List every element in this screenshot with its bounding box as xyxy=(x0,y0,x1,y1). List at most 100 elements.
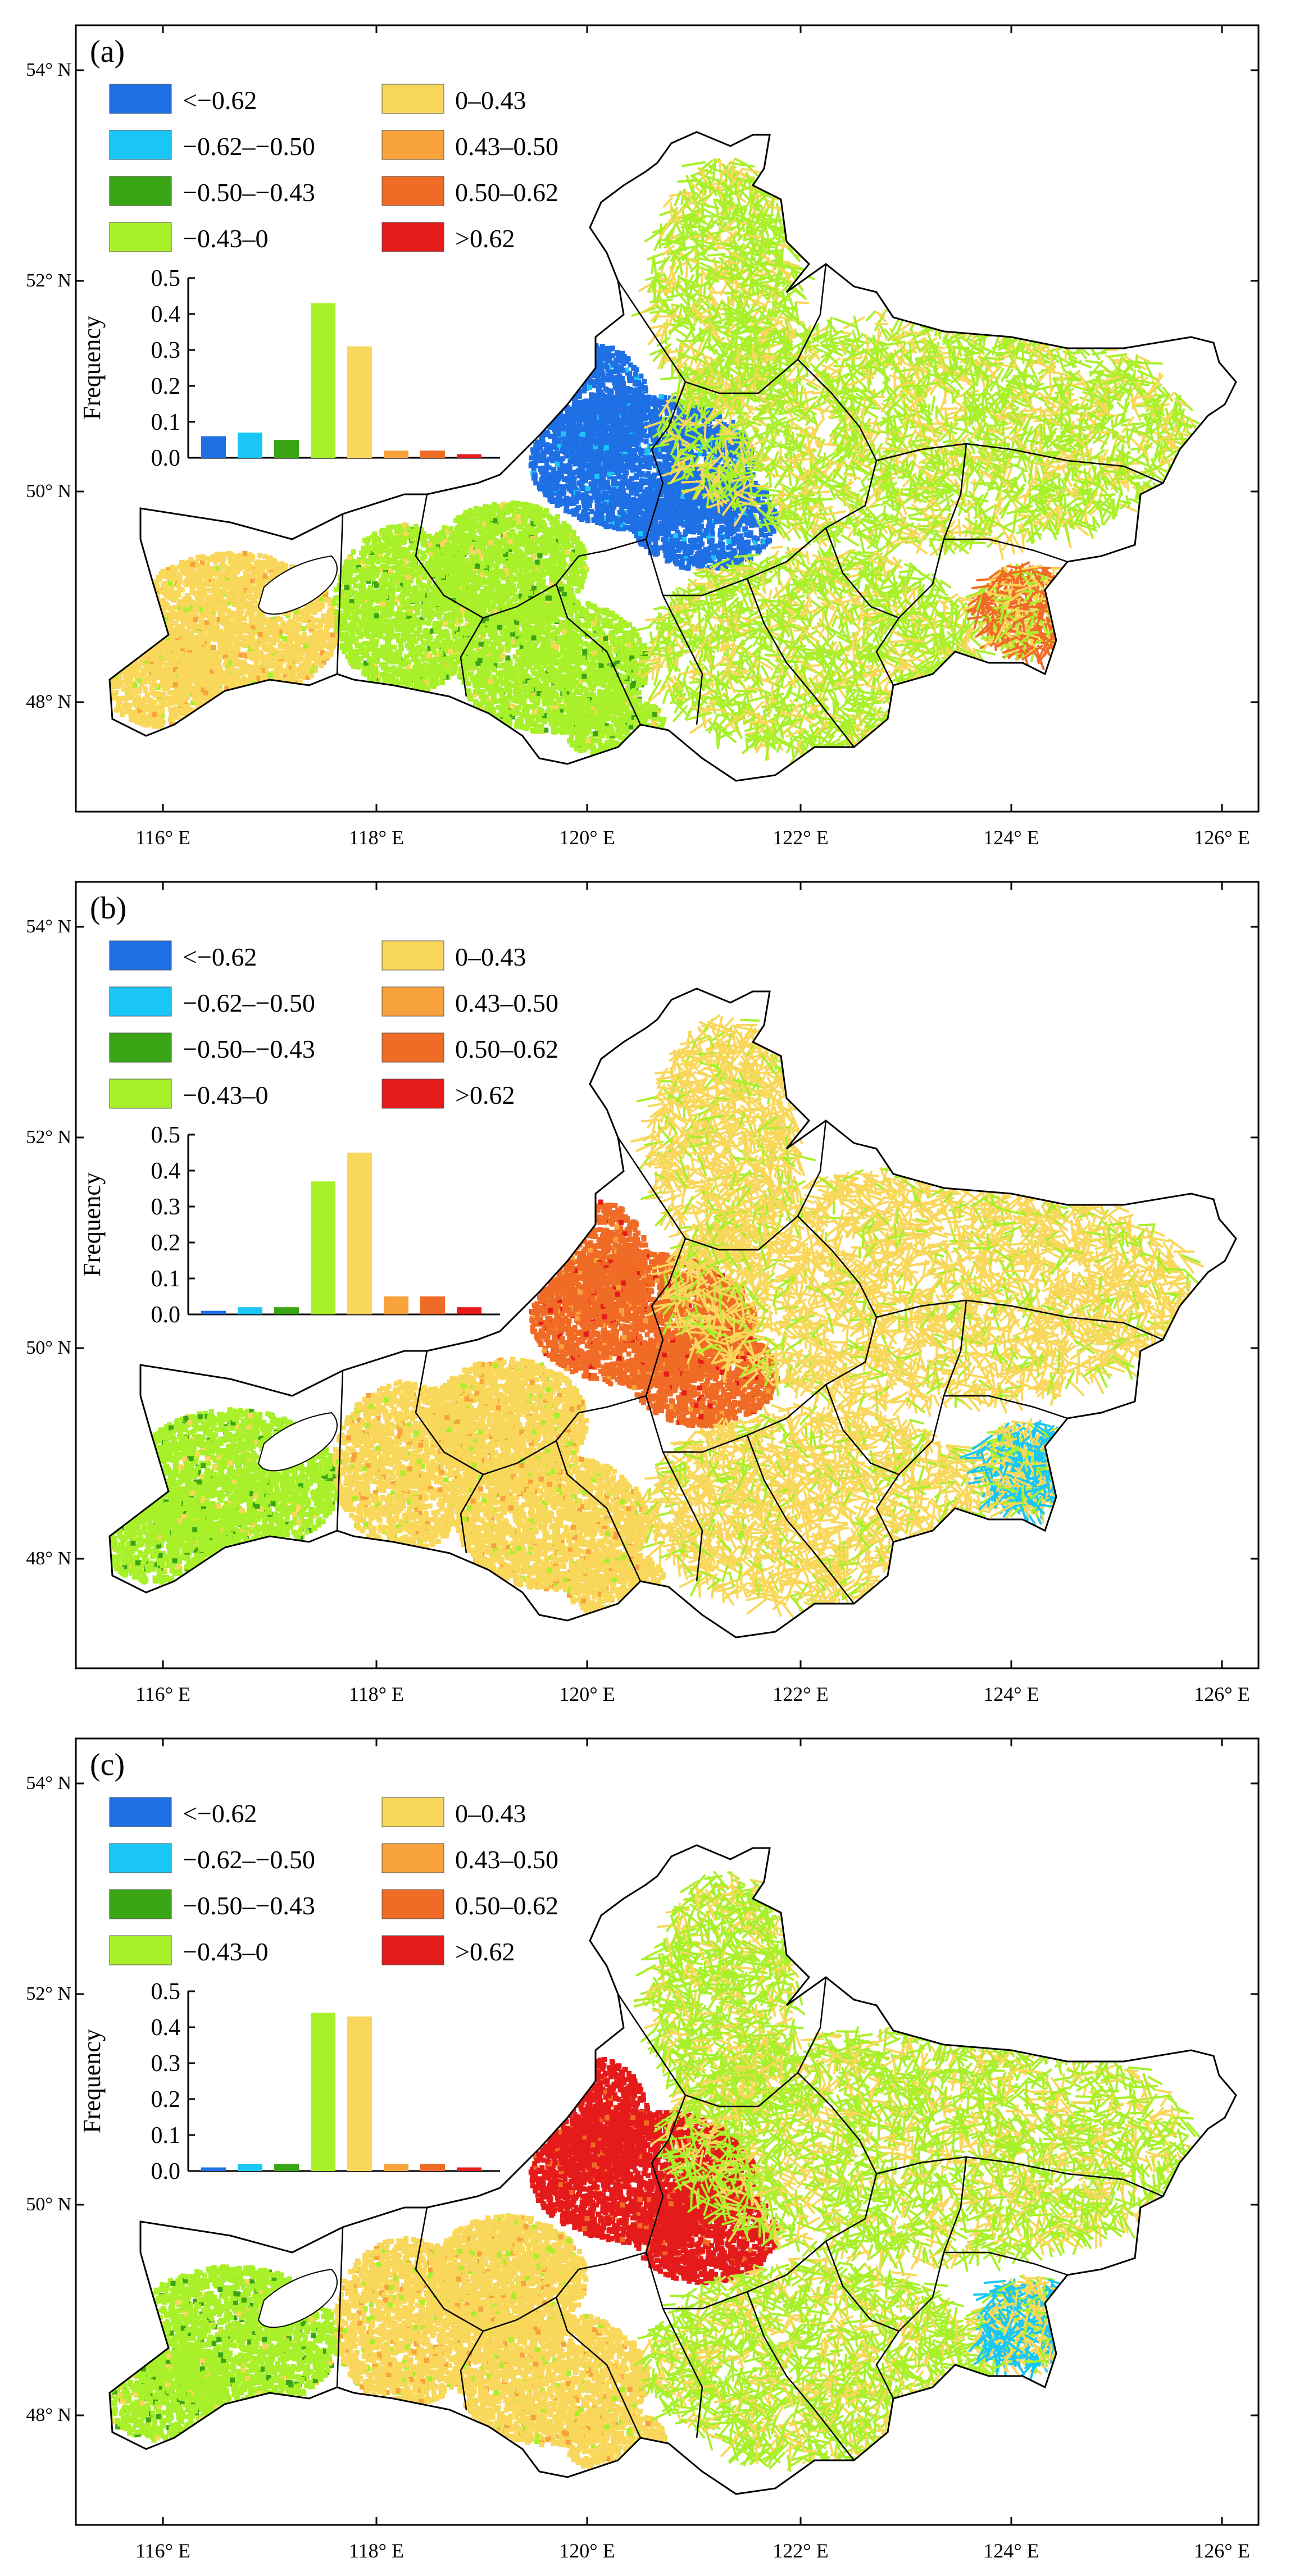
raster-cell xyxy=(186,599,192,604)
raster-cell xyxy=(313,661,319,667)
raster-cell xyxy=(157,662,162,667)
raster-cell xyxy=(421,620,427,625)
raster-cell xyxy=(135,698,140,703)
lon-label: 116° E xyxy=(135,826,190,849)
raster-cell xyxy=(161,697,167,703)
raster-cell xyxy=(182,659,188,665)
raster-cell xyxy=(262,564,267,570)
raster-cell xyxy=(297,610,303,616)
raster-cell xyxy=(289,647,295,652)
raster-cell xyxy=(239,629,245,634)
raster-cell xyxy=(169,617,174,622)
raster-cell xyxy=(183,607,189,612)
raster-cell xyxy=(313,667,319,673)
raster-cell xyxy=(202,566,208,572)
raster-cell xyxy=(372,557,378,563)
raster-cell xyxy=(401,638,406,643)
raster-cell xyxy=(168,588,174,593)
raster-cell xyxy=(191,662,197,668)
raster-cell xyxy=(283,563,288,568)
raster-cell xyxy=(192,607,198,613)
raster-cell xyxy=(225,585,230,590)
raster-cell xyxy=(168,700,174,706)
raster-cell xyxy=(277,667,283,673)
raster-cell xyxy=(151,723,157,729)
raster-cell xyxy=(347,645,353,650)
raster-cell xyxy=(137,713,143,718)
raster-cell xyxy=(264,633,270,639)
raster-cell xyxy=(381,571,387,577)
raster-cell xyxy=(170,593,176,599)
raster-cell xyxy=(130,663,136,669)
raster-cell xyxy=(325,632,330,638)
raster-cell xyxy=(235,555,241,561)
raster-cell xyxy=(115,698,121,703)
raster-cell xyxy=(185,559,190,565)
raster-cell xyxy=(238,670,243,675)
raster-cell xyxy=(410,555,416,561)
raster-cell xyxy=(327,598,333,603)
raster-cell xyxy=(169,659,174,665)
raster-cell xyxy=(242,554,247,560)
raster-cell xyxy=(289,621,295,627)
raster-cell xyxy=(231,682,237,688)
raster-cell xyxy=(260,582,266,588)
raster-cell xyxy=(228,648,234,653)
raster-cell xyxy=(233,658,239,664)
raster-cell xyxy=(178,684,184,690)
raster-cell xyxy=(232,639,238,644)
raster-cell xyxy=(257,650,262,655)
raster-cell xyxy=(325,635,330,641)
raster-cell xyxy=(216,650,222,656)
raster-cell xyxy=(217,572,222,578)
raster-cell xyxy=(214,594,220,599)
raster-cell xyxy=(167,606,173,611)
raster-cell xyxy=(215,617,220,622)
raster-cell xyxy=(123,674,129,680)
raster-cell xyxy=(234,662,240,667)
raster-cell xyxy=(287,634,293,640)
raster-cell xyxy=(219,650,225,656)
raster-cell xyxy=(166,665,172,671)
raster-cell xyxy=(269,658,274,664)
raster-cell xyxy=(183,569,188,575)
raster-cell xyxy=(204,562,210,567)
raster-cell xyxy=(260,579,265,584)
raster-cell xyxy=(123,696,129,702)
raster-cell xyxy=(302,657,307,662)
raster-cell xyxy=(224,552,230,557)
raster-cell xyxy=(163,701,169,707)
raster-cell xyxy=(167,581,173,586)
raster-cell xyxy=(301,626,306,631)
raster-cell xyxy=(169,591,175,597)
raster-cell xyxy=(179,560,185,566)
raster-cell xyxy=(308,634,314,640)
raster-cell xyxy=(211,614,216,619)
raster-cell xyxy=(193,612,198,617)
raster-cell xyxy=(244,600,249,606)
raster-cell xyxy=(324,629,329,635)
raster-cell xyxy=(232,630,238,635)
raster-cell xyxy=(207,567,212,573)
raster-cell xyxy=(441,658,447,663)
raster-cell xyxy=(244,604,249,609)
raster-cell xyxy=(320,631,325,636)
raster-cell xyxy=(200,560,206,566)
raster-cell xyxy=(234,674,240,679)
raster-cell xyxy=(224,673,230,679)
raster-cell xyxy=(173,621,179,626)
raster-cell xyxy=(396,529,402,534)
raster-cell xyxy=(177,586,183,592)
raster-cell xyxy=(166,576,172,581)
raster-cell xyxy=(375,566,380,572)
raster-cell xyxy=(264,654,270,660)
raster-cell xyxy=(279,561,285,567)
raster-cell xyxy=(415,609,420,615)
raster-cell xyxy=(225,641,231,647)
raster-cell xyxy=(317,606,322,612)
raster-cell xyxy=(375,605,380,611)
raster-cell xyxy=(231,649,237,655)
raster-cell xyxy=(302,636,307,642)
raster-cell xyxy=(134,668,140,674)
raster-cell xyxy=(199,640,205,645)
